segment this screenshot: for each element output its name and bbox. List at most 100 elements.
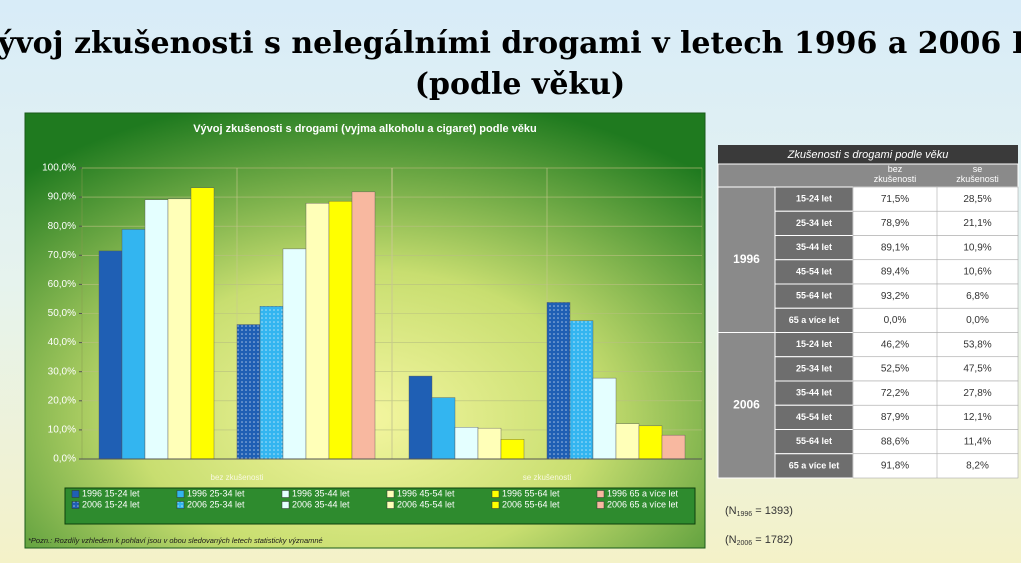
age-cell xyxy=(774,332,854,358)
year-label: 1996 xyxy=(733,252,760,266)
bar xyxy=(144,199,169,460)
footnote: *Pozn.: Rozdíly vzhledem k pohlaví jsou … xyxy=(28,536,323,545)
table-header: bez zkušenosti xyxy=(874,164,917,184)
legend-swatch xyxy=(281,490,290,498)
table-cell: 15-24 let xyxy=(796,339,832,349)
bar xyxy=(477,427,502,460)
bar xyxy=(259,306,284,460)
value-cell xyxy=(852,259,1019,285)
bar xyxy=(408,375,433,460)
note-part: = 1393) xyxy=(752,505,793,517)
table-cell: 45-54 let xyxy=(796,412,832,422)
table-cell: 25-34 let xyxy=(796,363,832,373)
table-cell: 53,8% xyxy=(963,339,991,350)
age-cell xyxy=(774,307,854,333)
bar xyxy=(190,187,215,460)
legend-swatch xyxy=(596,490,605,498)
value-cell xyxy=(852,307,1019,333)
x-tick-label: se zkušenosti xyxy=(523,473,572,482)
value-cell xyxy=(852,356,1019,382)
table-cell: 0,0% xyxy=(884,315,907,326)
bar xyxy=(615,423,640,460)
y-tick-label: 30,0% xyxy=(48,366,76,377)
table-cell: 15-24 let xyxy=(796,194,832,204)
table-cell: 10,6% xyxy=(963,267,991,278)
table-cell: 46,2% xyxy=(881,339,909,350)
y-tick-label: 40,0% xyxy=(48,337,76,348)
legend-swatch xyxy=(386,501,395,509)
legend-swatch xyxy=(491,501,500,509)
table-cell: 35-44 let xyxy=(796,388,832,398)
legend-label: 2006 35-44 let xyxy=(292,499,350,509)
age-cell xyxy=(774,404,854,430)
bar xyxy=(592,377,617,460)
table-cell: 71,5% xyxy=(881,194,909,205)
value-cell xyxy=(852,235,1019,261)
table-cell: 93,2% xyxy=(881,291,909,302)
table-cell: 28,5% xyxy=(963,194,991,205)
legend-label: 1996 35-44 let xyxy=(292,488,350,498)
bar xyxy=(236,324,261,460)
legend-swatch xyxy=(176,501,185,509)
table-cell: 6,8% xyxy=(966,291,989,302)
table-cell: 55-64 let xyxy=(796,291,832,301)
bar xyxy=(661,434,686,460)
legend-label: 2006 45-54 let xyxy=(397,499,455,509)
table-cell: 45-54 let xyxy=(796,266,832,276)
value-cell xyxy=(852,380,1019,406)
year-label: 2006 xyxy=(733,397,760,411)
table-cell: 35-44 let xyxy=(796,242,832,252)
bar xyxy=(431,397,456,460)
table-cell: 10,9% xyxy=(963,242,991,253)
table-cell: 27,8% xyxy=(963,388,991,399)
legend-swatch xyxy=(281,501,290,509)
legend-label: 2006 65 a více let xyxy=(607,499,679,509)
value-cell xyxy=(852,332,1019,358)
table-cell: 47,5% xyxy=(963,364,991,375)
y-tick-label: 90,0% xyxy=(48,192,76,203)
table-cell: 89,1% xyxy=(881,242,909,253)
note-part: 1996 xyxy=(737,511,753,518)
legend xyxy=(64,487,696,525)
age-cell xyxy=(774,356,854,382)
sample-note: (N2006 = 1782) xyxy=(725,534,793,547)
y-tick-label: 70,0% xyxy=(48,250,76,261)
bar xyxy=(98,250,123,460)
table-cell: 78,9% xyxy=(881,218,909,229)
sample-note: (N1996 = 1393) xyxy=(725,505,793,518)
table-cell: 89,4% xyxy=(881,267,909,278)
value-cell xyxy=(852,186,1019,212)
value-cell xyxy=(852,210,1019,236)
table-cell: 88,6% xyxy=(881,436,909,447)
bar xyxy=(167,198,192,460)
x-tick-label: bez zkušenosti xyxy=(211,473,264,482)
table-title-bg xyxy=(718,145,1018,164)
legend-label: 1996 65 a více let xyxy=(607,488,679,498)
y-tick-label: 80,0% xyxy=(48,221,76,232)
legend-swatch xyxy=(491,490,500,498)
y-tick-label: 10,0% xyxy=(48,425,76,436)
table-cell: 72,2% xyxy=(881,388,909,399)
table-title: Zkušenosti s drogami podle věku xyxy=(787,149,949,161)
note-part: (N xyxy=(725,534,737,546)
legend-label: 1996 55-64 let xyxy=(502,488,560,498)
table-cell: 91,8% xyxy=(881,461,909,472)
bar xyxy=(569,320,594,460)
slide-title: Vývoj zkušenosti s nelegálními drogami v… xyxy=(0,26,1021,61)
legend-swatch xyxy=(596,501,605,509)
age-cell xyxy=(774,283,854,309)
table-cell: 11,4% xyxy=(964,436,992,447)
chart-title: Vývoj zkušenosti s drogami (vyjma alkoho… xyxy=(193,123,537,135)
year-cell xyxy=(717,186,776,333)
bar xyxy=(282,248,307,460)
legend-swatch xyxy=(71,501,80,509)
table-cell: 21,1% xyxy=(963,218,991,229)
legend-label: 2006 15-24 let xyxy=(82,499,140,509)
table-cell: 65 a více let xyxy=(789,315,840,325)
note-part: (N xyxy=(725,505,737,517)
bar xyxy=(305,203,330,460)
value-cell xyxy=(852,453,1019,479)
table-cell: 55-64 let xyxy=(796,436,832,446)
legend-label: 2006 25-34 let xyxy=(187,499,245,509)
